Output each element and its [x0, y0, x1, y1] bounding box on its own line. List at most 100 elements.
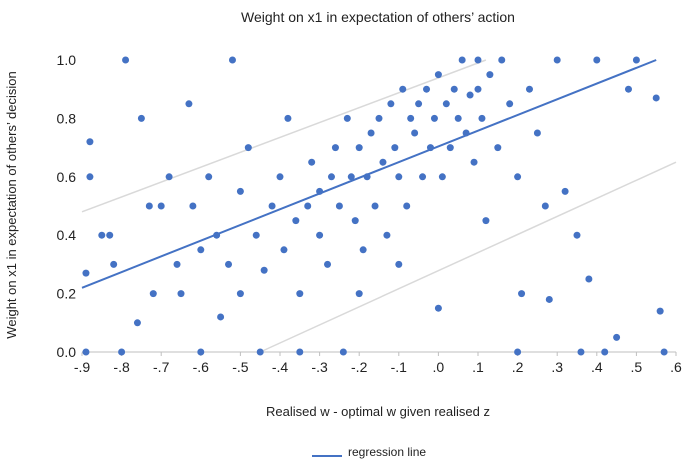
point [82, 269, 90, 277]
point [652, 94, 660, 102]
x-tick-label: .3 [551, 359, 563, 375]
y-tick-label: 0.2 [57, 286, 77, 302]
point [601, 348, 609, 356]
point [430, 114, 438, 122]
point [494, 144, 502, 152]
point [561, 187, 569, 195]
point [86, 138, 94, 146]
prediction-bound [81, 59, 487, 213]
point [533, 129, 541, 137]
regression-line [81, 59, 657, 289]
point [367, 129, 375, 137]
point [525, 85, 533, 93]
x-tick-label: .6 [670, 359, 682, 375]
point [304, 202, 312, 210]
x-tick-label: .1 [472, 359, 484, 375]
point [593, 56, 601, 64]
point [454, 114, 462, 122]
point [98, 231, 106, 239]
point [656, 307, 664, 315]
x-tick-label: .4 [591, 359, 603, 375]
point [632, 56, 640, 64]
point [292, 217, 300, 225]
point [438, 173, 446, 181]
y-tick-label: 0.4 [57, 227, 77, 243]
y-tick-label: 0.0 [57, 344, 77, 360]
y-tick-label: 1.0 [57, 52, 77, 68]
x-tick-label: -.5 [232, 359, 249, 375]
x-tick-label: -.7 [153, 359, 170, 375]
point [434, 71, 442, 79]
point [514, 173, 522, 181]
point [486, 71, 494, 79]
point [236, 290, 244, 298]
point [383, 231, 391, 239]
point [411, 129, 419, 137]
point [308, 158, 316, 166]
point [205, 173, 213, 181]
point [280, 246, 288, 254]
point [613, 333, 621, 341]
x-tick-label: -.4 [272, 359, 289, 375]
point [478, 114, 486, 122]
point [419, 173, 427, 181]
point [482, 217, 490, 225]
point [585, 275, 593, 283]
point [133, 319, 141, 327]
point [335, 202, 343, 210]
point [149, 290, 157, 298]
point [442, 100, 450, 108]
x-tick-label: -.9 [74, 359, 91, 375]
point [446, 144, 454, 152]
point [553, 56, 561, 64]
point [122, 56, 130, 64]
point [498, 56, 506, 64]
point [359, 246, 367, 254]
x-tick-label: -.1 [391, 359, 408, 375]
point [514, 348, 522, 356]
point [189, 202, 197, 210]
point [157, 202, 165, 210]
point [470, 158, 478, 166]
point [545, 295, 553, 303]
point [185, 100, 193, 108]
point [355, 144, 363, 152]
point [177, 290, 185, 298]
point [339, 348, 347, 356]
point [256, 348, 264, 356]
prediction-bound [259, 161, 677, 353]
point [82, 348, 90, 356]
point [197, 348, 205, 356]
point [395, 173, 403, 181]
x-tick-label: .2 [512, 359, 524, 375]
x-tick-label: .0 [433, 359, 445, 375]
point [541, 202, 549, 210]
point [316, 231, 324, 239]
legend-label: regression line [348, 445, 426, 459]
point [137, 114, 145, 122]
point [118, 348, 126, 356]
point [331, 144, 339, 152]
point [284, 114, 292, 122]
point [324, 260, 332, 268]
point [399, 85, 407, 93]
point [351, 217, 359, 225]
x-tick-label: -.6 [193, 359, 210, 375]
point [506, 100, 514, 108]
point [387, 100, 395, 108]
point [343, 114, 351, 122]
point [197, 246, 205, 254]
x-tick-label: -.2 [351, 359, 368, 375]
point [225, 260, 233, 268]
point [474, 56, 482, 64]
point [355, 290, 363, 298]
point [228, 56, 236, 64]
point [165, 173, 173, 181]
point [450, 85, 458, 93]
point [371, 202, 379, 210]
y-axis-title: Weight on x1 in expectation of others’ d… [4, 71, 19, 338]
point [624, 85, 632, 93]
point [106, 231, 114, 239]
point [395, 260, 403, 268]
